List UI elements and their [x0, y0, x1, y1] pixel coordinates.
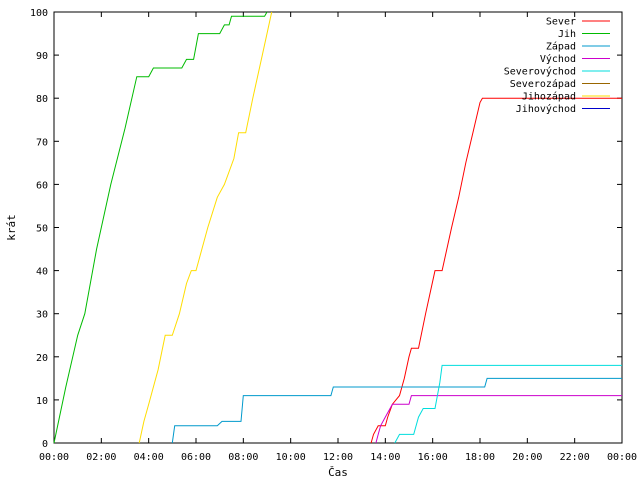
y-axis-label: krát	[5, 214, 18, 241]
y-tick-label: 10	[36, 396, 48, 407]
series-line-6	[138, 11, 273, 444]
x-tick-label: 12:00	[323, 452, 353, 463]
legend-label: Sever	[546, 17, 576, 28]
x-tick-label: 18:00	[465, 452, 495, 463]
x-tick-label: 16:00	[418, 452, 448, 463]
series-line-3	[375, 395, 622, 444]
legend-label: Severovýchod	[504, 66, 576, 78]
y-tick-label: 70	[36, 137, 48, 148]
x-tick-label: 06:00	[181, 452, 211, 463]
legend-label: Východ	[540, 53, 576, 65]
y-tick-label: 0	[42, 439, 48, 450]
x-tick-label: 08:00	[228, 452, 258, 463]
y-tick-label: 20	[36, 353, 48, 364]
legend-label: Jihovýchod	[516, 103, 576, 115]
y-axis-ticks: 0 10 20 30 40 50 60 70 80 90 100	[30, 8, 622, 450]
x-tick-label: 14:00	[370, 452, 400, 463]
y-tick-label: 80	[36, 94, 48, 105]
legend: SeverJihZápadVýchodSeverovýchodSeverozáp…	[504, 17, 610, 115]
y-tick-label: 30	[36, 310, 48, 321]
y-tick-label: 50	[36, 224, 48, 235]
series-line-1	[53, 11, 268, 444]
x-tick-label: 00:00	[39, 452, 69, 463]
x-tick-label: 20:00	[512, 452, 542, 463]
legend-label: Severozápad	[510, 78, 576, 90]
series-line-0	[370, 97, 622, 444]
x-axis-label: Čas	[328, 466, 348, 479]
series-lines	[53, 11, 622, 444]
y-tick-label: 60	[36, 180, 48, 191]
x-tick-label: 22:00	[560, 452, 590, 463]
y-tick-label: 100	[30, 8, 48, 19]
x-tick-label: 04:00	[134, 452, 164, 463]
legend-label: Jihozápad	[522, 91, 576, 103]
y-tick-label: 90	[36, 51, 48, 62]
y-tick-label: 40	[36, 267, 48, 278]
series-line-2	[171, 377, 622, 444]
x-tick-label: 10:00	[276, 452, 306, 463]
legend-label: Jih	[558, 29, 576, 40]
series-line-4	[394, 364, 622, 444]
x-tick-label: 00:00	[607, 452, 637, 463]
x-tick-label: 02:00	[86, 452, 116, 463]
legend-label: Západ	[546, 41, 576, 53]
